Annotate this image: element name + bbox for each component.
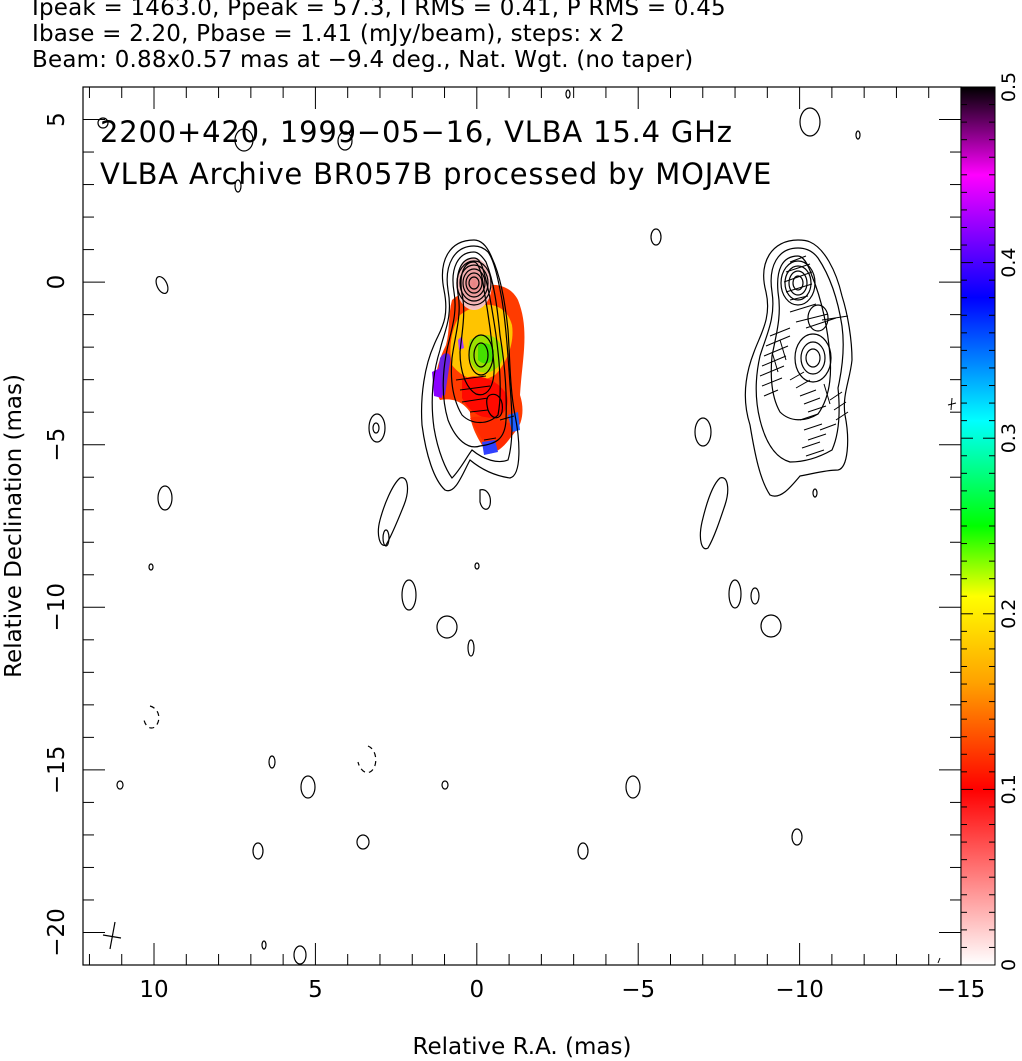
total-intensity-contours-left xyxy=(97,89,861,965)
plot-frame xyxy=(82,86,962,966)
y-tick-label: −15 xyxy=(44,746,70,795)
y-tick-label: −20 xyxy=(44,908,70,957)
x-tick-label: 5 xyxy=(308,977,323,1003)
edge-marks xyxy=(937,397,957,964)
colorbar-tick-label: 0 xyxy=(998,959,1020,971)
y-tick-label: 0 xyxy=(44,275,70,290)
x-tick-label: 0 xyxy=(469,977,484,1003)
x-tick-label: −15 xyxy=(937,977,986,1003)
evpa-vectors xyxy=(759,255,849,457)
colorbar-tick-label: 0.2 xyxy=(998,599,1020,629)
colorbar-axis: 0 0.1 0.2 0.3 0.4 0.5 xyxy=(961,72,1020,971)
y-axis: 5 0 −5 −10 −15 −20 xyxy=(44,86,961,966)
x-tick-label: −10 xyxy=(775,977,824,1003)
colorbar-tick-label: 0.5 xyxy=(998,72,1020,102)
colorbar-tick-label: 0.4 xyxy=(998,247,1020,277)
header-line-3: Beam: 0.88x0.57 mas at −9.4 deg., Nat. W… xyxy=(32,47,694,73)
colorbar-tick-label: 0.3 xyxy=(998,423,1020,453)
chart-title-line-2: VLBA Archive BR057B processed by MOJAVE xyxy=(100,157,772,191)
x-tick-label: 10 xyxy=(139,977,168,1003)
header-line-1: Ipeak = 1463.0, Ppeak = 57.3, I RMS = 0.… xyxy=(32,0,726,21)
x-axis: 10 5 0 −5 −10 −15 xyxy=(88,87,986,1003)
y-axis-label: Relative Declination (mas) xyxy=(1,374,27,678)
plot-border xyxy=(82,86,962,966)
header-line-2: Ibase = 2.20, Pbase = 1.41 (mJy/beam), s… xyxy=(32,21,625,47)
y-tick-label: −5 xyxy=(44,428,70,462)
y-tick-label: 5 xyxy=(44,112,70,127)
evpa-contours-right xyxy=(694,239,853,638)
beam-cross xyxy=(102,921,122,950)
x-tick-label: −5 xyxy=(621,977,655,1003)
colorbar-tick-label: 0.1 xyxy=(998,774,1020,804)
y-tick-label: −10 xyxy=(44,583,70,632)
x-axis-label: Relative R.A. (mas) xyxy=(413,1034,632,1060)
left-vectors xyxy=(455,375,515,441)
chart-title-line-1: 2200+420, 1999−05−16, VLBA 15.4 GHz xyxy=(100,115,733,149)
